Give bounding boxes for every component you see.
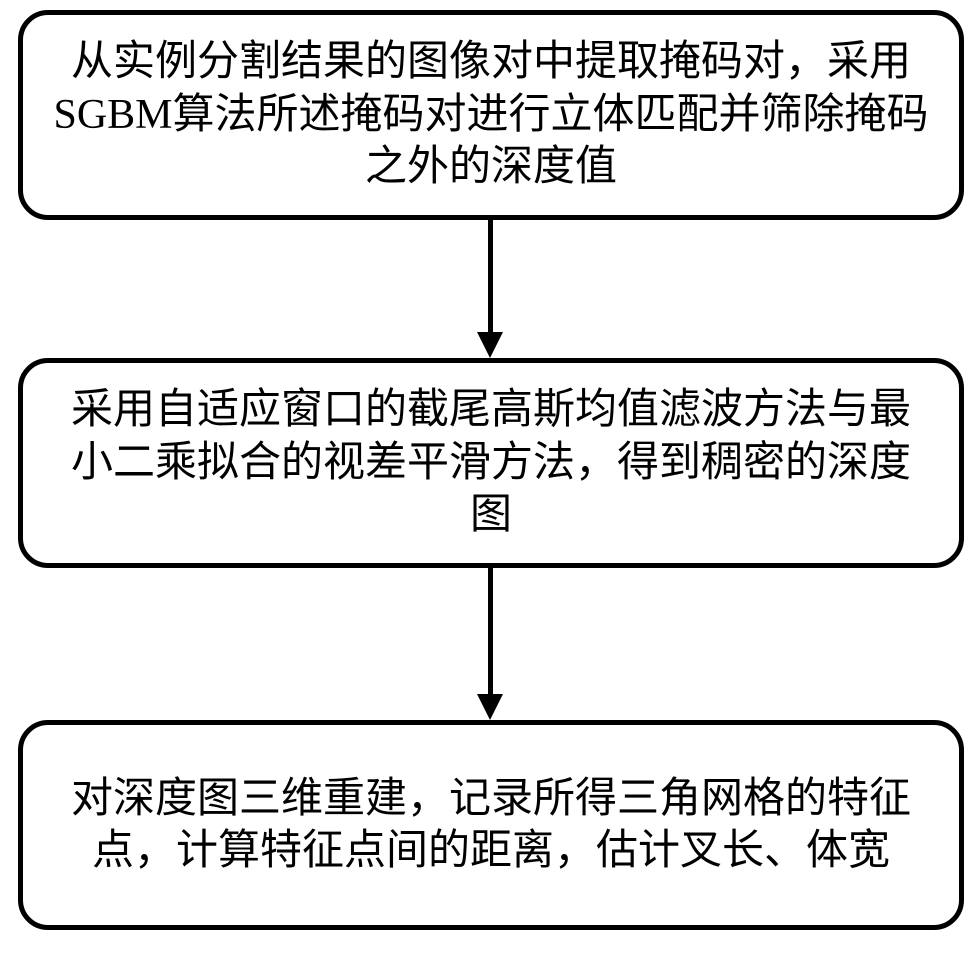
arrow-shaft-n1-n2 (488, 220, 493, 332)
arrow-shaft-n2-n3 (488, 568, 493, 694)
arrow-head-n2-n3 (477, 694, 503, 720)
flow-node-n1: 从实例分割结果的图像对中提取掩码对，采用SGBM算法所述掩码对进行立体匹配并筛除… (18, 10, 964, 220)
flow-node-n2: 采用自适应窗口的截尾高斯均值滤波方法与最小二乘拟合的视差平滑方法，得到稠密的深度… (18, 358, 964, 568)
arrow-head-n1-n2 (477, 332, 503, 358)
flowchart-canvas: 从实例分割结果的图像对中提取掩码对，采用SGBM算法所述掩码对进行立体匹配并筛除… (0, 0, 980, 963)
flow-node-n3: 对深度图三维重建，记录所得三角网格的特征点，计算特征点间的距离，估计叉长、体宽 (18, 720, 964, 930)
flow-node-text: 从实例分割结果的图像对中提取掩码对，采用SGBM算法所述掩码对进行立体匹配并筛除… (51, 36, 931, 194)
flow-node-text: 对深度图三维重建，记录所得三角网格的特征点，计算特征点间的距离，估计叉长、体宽 (51, 773, 931, 878)
flow-node-text: 采用自适应窗口的截尾高斯均值滤波方法与最小二乘拟合的视差平滑方法，得到稠密的深度… (51, 384, 931, 542)
